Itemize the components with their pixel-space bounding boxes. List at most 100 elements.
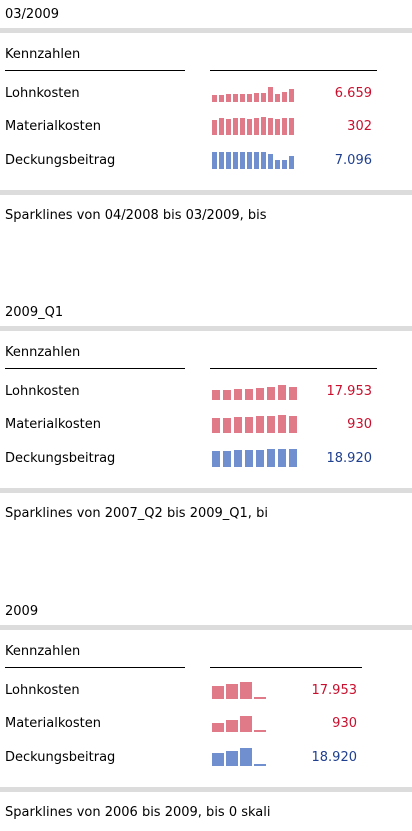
spark-bar: [289, 118, 294, 135]
row-value: 7.096: [334, 153, 372, 168]
spark-bar: [226, 94, 231, 102]
spark-bar: [275, 160, 280, 169]
spark-bar: [212, 120, 217, 135]
row-value: 930: [347, 417, 372, 432]
spark-bar: [268, 118, 273, 135]
spark-bar: [254, 764, 266, 766]
spark-bar: [267, 449, 275, 467]
row-label: Materialkosten: [5, 716, 101, 731]
spark-bar: [261, 93, 266, 102]
separator: [0, 326, 412, 331]
spark-bar: [212, 451, 220, 467]
spark-bar: [240, 716, 252, 732]
spark-bar: [282, 160, 287, 169]
spark-bar: [278, 415, 286, 433]
sparkline: [212, 87, 294, 102]
footer-note: Sparklines von 04/2008 bis 03/2009, bis: [5, 208, 267, 223]
sparkline: [212, 385, 297, 400]
spark-bar: [289, 156, 294, 169]
spark-bar: [212, 390, 220, 400]
sparkline-underline: [210, 368, 377, 369]
separator: [0, 488, 412, 493]
separator: [0, 190, 412, 195]
row-value: 18.920: [326, 451, 373, 466]
spark-bar: [256, 416, 264, 433]
spark-bar: [289, 416, 297, 433]
spark-bar: [212, 152, 217, 169]
footer-note: Sparklines von 2006 bis 2009, bis 0 skal…: [5, 805, 271, 820]
spark-bar: [267, 416, 275, 433]
separator: [0, 28, 412, 33]
spark-bar: [233, 94, 238, 102]
column-header: Kennzahlen: [5, 345, 81, 360]
spark-bar: [234, 389, 242, 400]
row-label: Materialkosten: [5, 119, 101, 134]
spark-bar: [289, 387, 297, 400]
spark-bar: [254, 152, 259, 169]
spark-bar: [245, 450, 253, 467]
row-label: Lohnkosten: [5, 384, 80, 399]
header-underline: [5, 368, 185, 369]
spark-bar: [212, 418, 220, 433]
sparkline-underline: [210, 667, 362, 668]
spark-bar: [233, 152, 238, 169]
spark-bar: [289, 449, 297, 467]
spark-bar: [212, 686, 224, 699]
spark-bar: [245, 389, 253, 400]
spark-bar: [268, 87, 273, 102]
spark-bar: [254, 93, 259, 102]
row-label: Deckungsbeitrag: [5, 750, 116, 765]
sparkline: [212, 716, 266, 732]
spark-bar: [219, 118, 224, 135]
row-label: Lohnkosten: [5, 86, 80, 101]
spark-bar: [234, 417, 242, 433]
sparkline-underline: [210, 70, 377, 71]
spark-bar: [226, 152, 231, 169]
spark-bar: [240, 748, 252, 766]
spark-bar: [240, 152, 245, 169]
spark-bar: [247, 94, 252, 102]
sparkline: [212, 415, 297, 433]
row-value: 17.953: [311, 683, 358, 698]
row-label: Deckungsbeitrag: [5, 153, 116, 168]
row-value: 6.659: [334, 86, 372, 101]
spark-bar: [240, 94, 245, 102]
period-title: 2009: [5, 604, 39, 619]
sparkline: [212, 748, 266, 766]
spark-bar: [226, 751, 238, 766]
header-underline: [5, 667, 185, 668]
spark-bar: [278, 449, 286, 467]
column-header: Kennzahlen: [5, 644, 81, 659]
sparkline: [212, 117, 294, 135]
spark-bar: [219, 95, 224, 102]
row-label: Lohnkosten: [5, 683, 80, 698]
spark-bar: [234, 450, 242, 467]
spark-bar: [223, 390, 231, 400]
spark-bar: [226, 119, 231, 135]
spark-bar: [254, 730, 266, 732]
spark-bar: [254, 697, 266, 699]
column-header: Kennzahlen: [5, 47, 81, 62]
spark-bar: [219, 152, 224, 169]
spark-bar: [275, 119, 280, 135]
spark-bar: [261, 117, 266, 135]
spark-bar: [212, 95, 217, 102]
row-value: 18.920: [311, 750, 358, 765]
spark-bar: [267, 387, 275, 400]
spark-bar: [233, 118, 238, 135]
spark-bar: [223, 451, 231, 467]
sparkline: [212, 449, 297, 467]
spark-bar: [247, 152, 252, 169]
spark-bar: [256, 388, 264, 400]
spark-bar: [245, 417, 253, 433]
sparkline: [212, 152, 294, 169]
period-title: 03/2009: [5, 7, 60, 22]
spark-bar: [282, 92, 287, 102]
row-label: Materialkosten: [5, 417, 101, 432]
spark-bar: [212, 753, 224, 766]
footer-note: Sparklines von 2007_Q2 bis 2009_Q1, bi: [5, 506, 268, 521]
spark-bar: [212, 723, 224, 732]
spark-bar: [256, 450, 264, 467]
row-value: 302: [347, 119, 372, 134]
